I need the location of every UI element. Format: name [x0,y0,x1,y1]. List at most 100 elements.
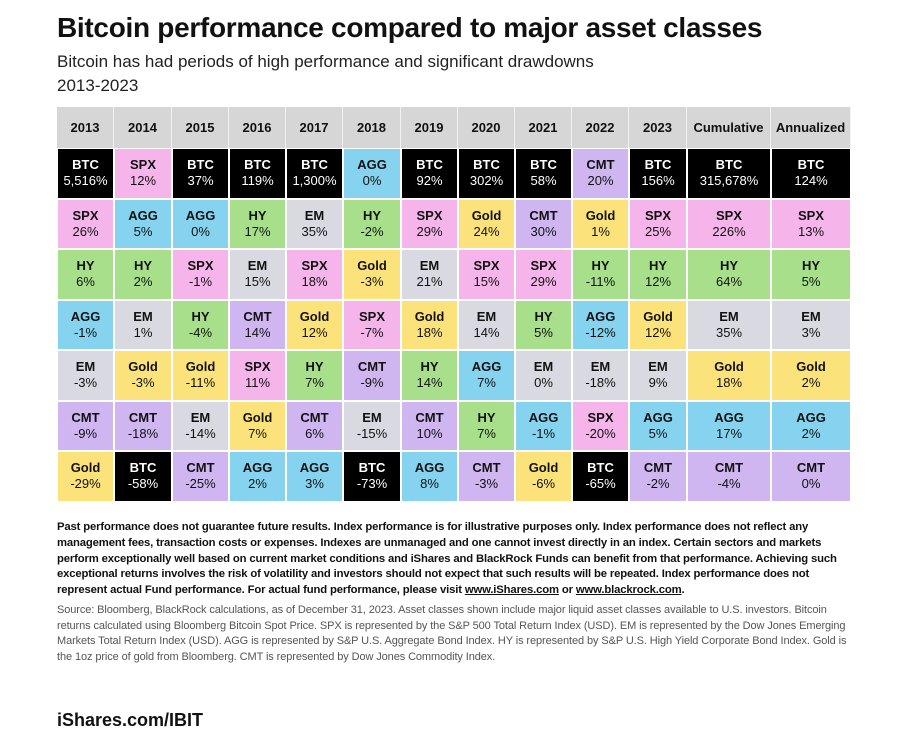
asset-label: HY [305,359,324,374]
table-cell-hy: HY 7% [458,400,515,451]
asset-return: 8% [420,476,439,492]
asset-return: 15% [473,274,500,290]
table-cell-hy: HY 2% [114,249,172,300]
blackrock-link[interactable]: www.blackrock.com [575,584,682,597]
asset-label: CMT [300,409,329,425]
table-cell-cmt: CMT -3% [458,451,515,502]
asset-return: 119% [241,173,274,189]
table-cell-agg: AGG 5% [629,400,687,451]
table-cell-spx: SPX 226% [687,198,771,249]
asset-label: HY [133,258,153,273]
footer-url[interactable]: iShares.com/IBIT [57,710,204,730]
asset-label: CMT [71,409,100,425]
asset-label: HY [801,258,821,273]
asset-return: 15% [244,274,271,290]
asset-label: EM [75,359,96,374]
asset-label: SPX [587,409,614,425]
asset-label: BTC [587,460,614,475]
asset-return: -3% [474,476,499,492]
asset-return: 2% [133,274,153,290]
table-cell-btc: BTC 58% [515,148,572,199]
table-cell-agg: AGG 8% [401,451,458,502]
asset-return: 12% [129,173,157,189]
asset-return: 5% [648,425,668,441]
asset-return: -3% [131,375,155,391]
asset-return: 18% [715,375,743,391]
column-header: 2017 [286,107,343,148]
table-cell-agg: AGG 17% [687,400,771,451]
asset-label: SPX [358,308,385,324]
asset-label: AGG [796,409,826,425]
asset-return: -18% [585,375,616,391]
asset-return: 13% [797,223,825,239]
table-cell-gold: Gold 12% [286,299,343,350]
table-cell-gold: Gold 12% [629,299,687,350]
asset-label: HY [719,258,739,273]
asset-return: -1% [73,324,98,340]
table-cell-cmt: CMT -2% [629,451,687,502]
table-cell-hy: HY -11% [572,249,629,300]
asset-return: 0% [362,173,382,189]
asset-return: 6% [76,274,95,290]
asset-label: Gold [414,308,445,324]
table-cell-em: EM 21% [401,249,458,300]
asset-label: Gold [128,359,158,374]
asset-label: CMT [243,308,272,324]
table-cell-cmt: CMT -25% [172,451,229,502]
disclaimer-text: Past performance does not guarantee futu… [57,521,837,597]
asset-label: CMT [415,409,444,425]
table-cell-spx: SPX 18% [286,249,343,300]
asset-return: 21% [416,274,443,290]
ishares-link[interactable]: www.iShares.com [464,584,559,597]
asset-label: Gold [585,207,616,223]
asset-return: 17% [715,425,743,441]
table-cell-cmt: CMT 14% [229,299,286,350]
table-cell-gold: Gold 18% [401,299,458,350]
table-cell-btc: BTC 1,300% [286,148,343,199]
column-header: 2019 [401,107,458,148]
asset-label: HY [420,359,439,374]
asset-return: -58% [127,476,159,492]
table-cell-em: EM 35% [687,299,771,350]
asset-return: -14% [185,425,216,441]
asset-label: HY [648,258,668,273]
asset-label: Gold [471,207,502,223]
table-cell-spx: SPX 29% [515,249,572,300]
asset-return: 315,678% [699,173,759,189]
table-cell-agg: AGG -12% [572,299,629,350]
table-cell-btc: BTC -73% [343,451,401,502]
column-header: 2023 [629,107,687,148]
asset-return: 58% [530,173,557,189]
column-header: 2014 [114,107,172,148]
asset-label: BTC [301,157,328,172]
asset-label: HY [76,258,95,273]
asset-label: HY [534,308,553,324]
asset-return: -25% [185,476,216,492]
asset-return: -7% [360,324,384,340]
asset-label: SPX [72,207,99,223]
asset-return: 5% [133,223,153,239]
table-cell-hy: HY 6% [57,249,114,300]
column-header: 2020 [458,107,515,148]
table-cell-cmt: CMT 30% [515,198,572,249]
asset-label: SPX [129,157,156,172]
asset-label: CMT [586,157,615,172]
asset-return: 10% [416,425,443,441]
table-cell-em: EM 35% [286,198,343,249]
table-cell-hy: HY -4% [172,299,229,350]
table-cell-em: EM 0% [515,350,572,401]
table-cell-gold: Gold 1% [572,198,629,249]
asset-label: AGG [299,460,330,475]
asset-return: 24% [473,223,500,239]
asset-return: 20% [587,173,614,189]
asset-return: 3% [801,324,821,340]
asset-return: 5,516% [63,173,108,189]
table-cell-hy: HY 64% [687,249,771,300]
table-cell-em: EM 3% [771,299,851,350]
table-cell-btc: BTC -58% [114,451,172,502]
table-cell-em: EM -3% [57,350,114,401]
asset-label: AGG [471,359,502,374]
asset-return: 3% [305,476,324,492]
asset-return: 14% [244,324,271,340]
asset-return: 226% [712,223,746,239]
